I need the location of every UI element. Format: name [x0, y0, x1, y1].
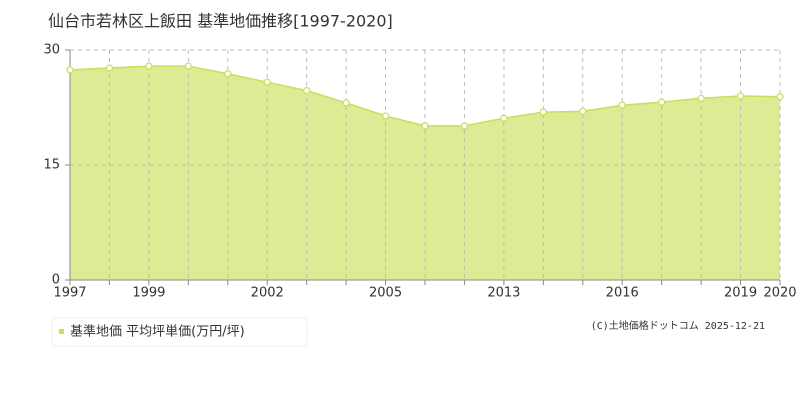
- point: [579, 107, 587, 115]
- chart-title: 仙台市若林区上飯田 基準地価推移[1997-2020]: [48, 12, 393, 31]
- x-tick-label: 2002: [251, 286, 284, 301]
- legend-label: 基準地価 平均坪単価(万円/坪): [70, 324, 245, 340]
- point: [184, 62, 192, 70]
- point: [539, 108, 547, 116]
- point: [303, 87, 311, 95]
- point: [66, 66, 74, 74]
- legend-swatch: [59, 329, 64, 334]
- x-tick-label: 2005: [369, 286, 402, 301]
- point: [658, 98, 666, 106]
- x-tick-label: 2016: [606, 286, 639, 301]
- x-tick-label: 2013: [487, 286, 520, 301]
- point: [145, 62, 153, 70]
- point: [263, 78, 271, 86]
- point: [618, 101, 626, 109]
- point: [224, 70, 232, 78]
- point: [381, 112, 390, 120]
- x-tick-label: 1999: [132, 286, 165, 301]
- point: [697, 94, 705, 102]
- point: [736, 92, 745, 100]
- x-tick-label: 2020: [763, 286, 796, 301]
- y-tick-label: 15: [43, 158, 60, 173]
- x-tick-label: 1997: [53, 286, 86, 301]
- point: [776, 93, 784, 101]
- x-tick-label: 2019: [724, 286, 757, 301]
- legend-box: [51, 317, 308, 347]
- point: [460, 122, 469, 130]
- point: [421, 122, 429, 130]
- copyright: (C)土地価格ドットコム 2025-12-21: [591, 319, 765, 332]
- y-tick-label: 30: [43, 43, 60, 58]
- point: [342, 99, 350, 107]
- y-tick-label: 0: [52, 273, 60, 288]
- point: [500, 114, 508, 122]
- point: [105, 64, 114, 72]
